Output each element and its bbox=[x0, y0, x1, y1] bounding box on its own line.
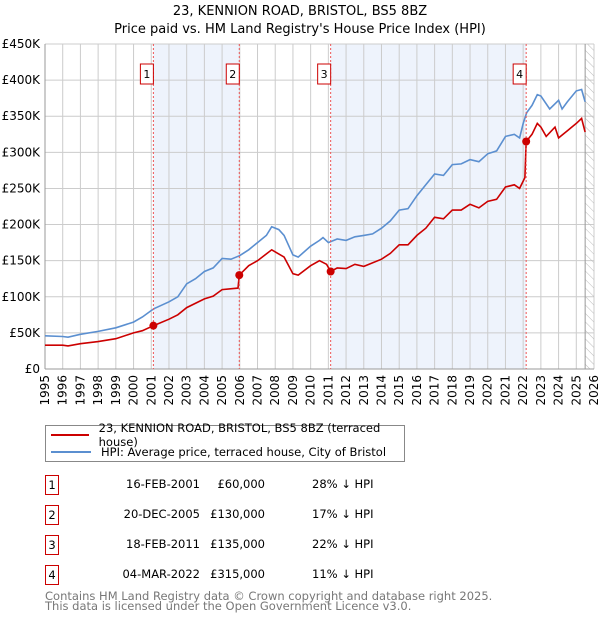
sale-point bbox=[326, 267, 335, 276]
x-tick-label: 2007 bbox=[251, 375, 265, 406]
x-tick-label: 2025 bbox=[569, 375, 583, 406]
x-tick-label: 2022 bbox=[516, 375, 530, 406]
y-tick-label: £250K bbox=[2, 181, 42, 195]
x-tick-label: 2016 bbox=[410, 375, 424, 406]
hpi-line bbox=[44, 88, 586, 339]
legend-label-hpi: HPI: Average price, terraced house, City… bbox=[101, 445, 387, 459]
chart-title: 23, KENNION ROAD, BRISTOL, BS5 8BZ bbox=[172, 4, 428, 19]
x-tick-label: 2002 bbox=[162, 375, 176, 406]
sale-number-box bbox=[317, 63, 332, 85]
legend: 23, KENNION ROAD, BRISTOL, BS5 8BZ (terr… bbox=[45, 421, 405, 462]
sale-number-box bbox=[139, 63, 154, 85]
sale-hpi-diff: 17% ↓ HPI bbox=[312, 507, 374, 521]
x-tick-label: 1997 bbox=[73, 375, 87, 406]
sale-number-box bbox=[225, 63, 240, 85]
x-tick-label: 2024 bbox=[552, 375, 566, 406]
x-tick-label: 2005 bbox=[215, 375, 229, 406]
x-tick-label: 2013 bbox=[357, 375, 371, 406]
legend-item-hpi: HPI: Average price, terraced house, City… bbox=[51, 444, 386, 460]
y-tick-label: £50K bbox=[9, 326, 41, 340]
x-tick-label: 2012 bbox=[339, 375, 353, 406]
x-tick-label: 2014 bbox=[374, 375, 388, 406]
x-tick-label: 2010 bbox=[304, 375, 318, 406]
x-tick-label: 1996 bbox=[56, 375, 70, 406]
x-tick-label: 2019 bbox=[463, 375, 477, 406]
legend-item-property: 23, KENNION ROAD, BRISTOL, BS5 8BZ (terr… bbox=[51, 421, 404, 449]
sale-price: £60,000 bbox=[217, 477, 265, 491]
sale-price: £315,000 bbox=[210, 567, 265, 581]
sale-price: £130,000 bbox=[210, 507, 265, 521]
property-line-swatch bbox=[51, 434, 89, 436]
x-tick-label: 2008 bbox=[268, 375, 282, 406]
sale-number-box bbox=[512, 63, 527, 85]
legend-label-property: 23, KENNION ROAD, BRISTOL, BS5 8BZ (terr… bbox=[98, 421, 381, 449]
sale-date: 18-FEB-2011 bbox=[126, 537, 200, 551]
ownership-shade bbox=[330, 44, 527, 369]
x-tick-label: 2017 bbox=[428, 375, 442, 406]
y-tick-label: £150K bbox=[2, 254, 42, 268]
x-tick-label: 2006 bbox=[233, 375, 247, 406]
y-tick-label: £100K bbox=[2, 290, 42, 304]
x-tick-label: 2004 bbox=[197, 375, 211, 406]
sale-marker-label: 4 bbox=[45, 565, 59, 585]
x-tick-label: 2000 bbox=[127, 375, 141, 406]
sale-point bbox=[149, 321, 158, 330]
sale-date: 20-DEC-2005 bbox=[123, 507, 200, 521]
y-tick-label: £0 bbox=[25, 362, 40, 376]
x-tick-label: 2026 bbox=[587, 375, 600, 406]
sale-number-label: 3 bbox=[321, 68, 328, 81]
sale-hpi-diff: 22% ↓ HPI bbox=[312, 537, 374, 551]
footer-copyright: Contains HM Land Registry data © Crown c… bbox=[45, 589, 493, 603]
x-tick-label: 2018 bbox=[445, 375, 459, 406]
sale-number-label: 4 bbox=[516, 68, 523, 81]
sale-row: 2 20-DEC-2005 £130,000 17% ↓ HPI bbox=[45, 505, 445, 525]
x-tick-label: 2001 bbox=[144, 375, 158, 406]
y-tick-label: £200K bbox=[2, 218, 42, 232]
sale-row: 3 18-FEB-2011 £135,000 22% ↓ HPI bbox=[45, 535, 445, 555]
sale-date: 04-MAR-2022 bbox=[122, 567, 200, 581]
y-tick-label: £450K bbox=[2, 37, 42, 51]
x-tick-label: 2009 bbox=[286, 375, 300, 406]
sale-hpi-diff: 11% ↓ HPI bbox=[312, 567, 374, 581]
x-tick-label: 2021 bbox=[498, 375, 512, 406]
sale-point bbox=[522, 137, 531, 146]
footer-licence: This data is licensed under the Open Gov… bbox=[45, 599, 412, 613]
x-tick-label: 2020 bbox=[481, 375, 495, 406]
y-tick-label: £400K bbox=[2, 73, 42, 87]
x-tick-label: 2015 bbox=[392, 375, 406, 406]
future-hatch bbox=[585, 44, 594, 369]
chart-plot: 1995 1996 1997 1998 1999 2000 2001 2002 2003 2004… bbox=[2, 37, 600, 406]
sale-row: 4 04-MAR-2022 £315,000 11% ↓ HPI bbox=[45, 565, 445, 585]
x-tick-label: 2011 bbox=[321, 375, 335, 406]
sale-hpi-diff: 28% ↓ HPI bbox=[312, 477, 374, 491]
ownership-shade bbox=[153, 44, 240, 369]
x-tick-label: 1998 bbox=[91, 375, 105, 406]
y-tick-label: £350K bbox=[2, 109, 42, 123]
sale-number-label: 2 bbox=[229, 68, 236, 81]
sale-marker-label: 2 bbox=[45, 505, 59, 525]
sale-marker-label: 3 bbox=[45, 535, 59, 555]
x-tick-label: 1999 bbox=[109, 375, 123, 406]
y-tick-label: £300K bbox=[2, 145, 42, 159]
sale-point bbox=[235, 271, 244, 280]
chart-subtitle: Price paid vs. HM Land Registry's House … bbox=[114, 22, 486, 37]
hpi-line-swatch bbox=[51, 451, 91, 453]
x-tick-label: 2003 bbox=[180, 375, 194, 406]
sale-price: £135,000 bbox=[210, 537, 265, 551]
sale-marker-label: 1 bbox=[45, 475, 59, 495]
sale-number-label: 1 bbox=[143, 68, 150, 81]
sale-row: 1 16-FEB-2001 £60,000 28% ↓ HPI bbox=[45, 475, 445, 495]
x-tick-label: 2023 bbox=[534, 375, 548, 406]
x-tick-label: 1995 bbox=[38, 375, 52, 406]
sale-date: 16-FEB-2001 bbox=[126, 477, 200, 491]
